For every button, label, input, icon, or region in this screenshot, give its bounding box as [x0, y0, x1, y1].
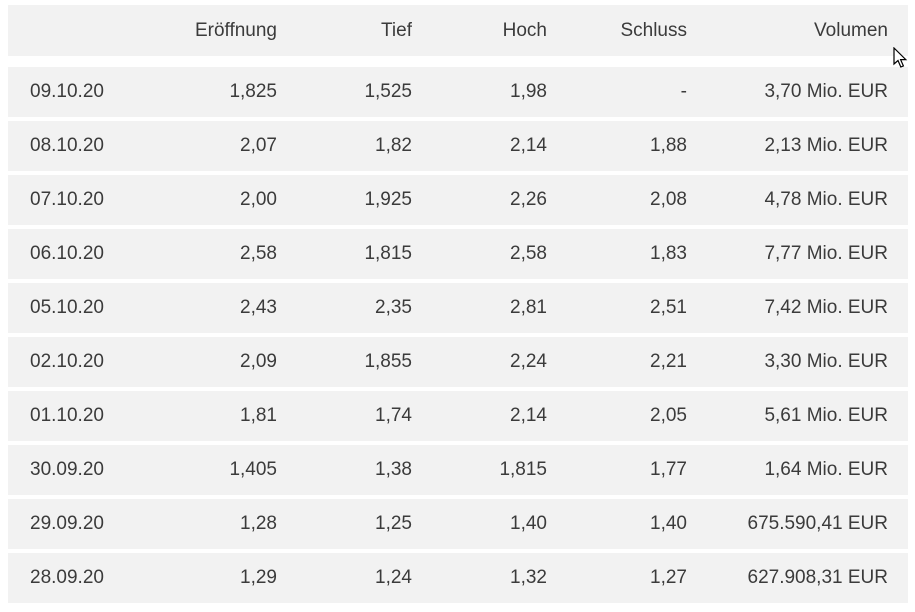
cell-close: 1,88	[650, 135, 687, 156]
cell-volume: 7,42 Mio. EUR	[764, 297, 888, 318]
cell-low: 1,82	[375, 135, 412, 156]
cell-high: 1,815	[499, 459, 547, 480]
cell-high: 1,98	[510, 81, 547, 102]
cell-open: 1,28	[240, 513, 277, 534]
cell-date: 07.10.20	[30, 189, 104, 210]
cell-volume: 1,64 Mio. EUR	[764, 459, 888, 480]
table-row: 30.09.20 1,405 1,38 1,815 1,77 1,64 Mio.…	[8, 445, 908, 495]
cell-close: 1,83	[650, 243, 687, 264]
cell-open: 1,825	[229, 81, 277, 102]
cell-low: 2,35	[375, 297, 412, 318]
cell-open: 2,43	[240, 297, 277, 318]
column-header-high: Hoch	[502, 19, 547, 41]
column-header-open: Eröffnung	[194, 19, 277, 41]
cell-high: 2,24	[510, 351, 547, 372]
cell-close: 2,05	[650, 405, 687, 426]
cell-high: 2,26	[510, 189, 547, 210]
cell-date: 06.10.20	[30, 243, 104, 264]
cell-low: 1,855	[364, 351, 412, 372]
cell-volume: 3,30 Mio. EUR	[764, 351, 888, 372]
column-header-volume: Volumen	[814, 19, 888, 41]
table-row: 06.10.20 2,58 1,815 2,58 1,83 7,77 Mio. …	[8, 229, 908, 279]
cell-low: 1,24	[375, 567, 412, 588]
table-row: 07.10.20 2,00 1,925 2,26 2,08 4,78 Mio. …	[8, 175, 908, 225]
cell-volume: 675.590,41 EUR	[747, 513, 889, 534]
cell-close: 1,40	[650, 513, 687, 534]
cell-close: 1,77	[650, 459, 687, 480]
cell-date: 30.09.20	[30, 459, 104, 480]
cell-date: 01.10.20	[30, 405, 104, 426]
table-row: 29.09.20 1,28 1,25 1,40 1,40 675.590,41 …	[8, 499, 908, 549]
cell-volume: 3,70 Mio. EUR	[764, 81, 888, 102]
cell-high: 1,32	[510, 567, 547, 588]
table-row: 08.10.20 2,07 1,82 2,14 1,88 2,13 Mio. E…	[8, 121, 908, 171]
table-row: 09.10.20 1,825 1,525 1,98 - 3,70 Mio. EU…	[8, 67, 908, 117]
cell-low: 1,815	[364, 243, 412, 264]
cell-volume: 4,78 Mio. EUR	[764, 189, 888, 210]
cell-open: 1,405	[229, 459, 277, 480]
cell-low: 1,74	[375, 405, 412, 426]
cell-open: 1,29	[240, 567, 277, 588]
table-row: 01.10.20 1,81 1,74 2,14 2,05 5,61 Mio. E…	[8, 391, 908, 441]
cell-low: 1,25	[375, 513, 412, 534]
cell-date: 05.10.20	[30, 297, 104, 318]
column-header-close: Schluss	[620, 19, 687, 41]
cell-high: 2,14	[510, 405, 547, 426]
cell-close: 2,21	[650, 351, 687, 372]
cell-low: 1,38	[375, 459, 412, 480]
cell-high: 1,40	[510, 513, 547, 534]
table-row: 05.10.20 2,43 2,35 2,81 2,51 7,42 Mio. E…	[8, 283, 908, 333]
price-history-table: Eröffnung Tief Hoch Schluss Volumen 09.1…	[8, 5, 908, 603]
cell-open: 1,81	[240, 405, 277, 426]
cell-open: 2,58	[240, 243, 277, 264]
cell-close: 2,51	[650, 297, 687, 318]
cell-volume: 627.908,31 EUR	[747, 567, 889, 588]
table-header-row: Eröffnung Tief Hoch Schluss Volumen	[8, 5, 908, 56]
cell-low: 1,525	[364, 81, 412, 102]
cell-open: 2,00	[240, 189, 277, 210]
cell-open: 2,07	[240, 135, 277, 156]
cell-date: 02.10.20	[30, 351, 104, 372]
cell-close: 1,27	[650, 567, 687, 588]
table-row: 02.10.20 2,09 1,855 2,24 2,21 3,30 Mio. …	[8, 337, 908, 387]
cell-date: 08.10.20	[30, 135, 104, 156]
cell-date: 28.09.20	[30, 567, 104, 588]
cell-low: 1,925	[364, 189, 412, 210]
cell-date: 29.09.20	[30, 513, 104, 534]
cell-high: 2,81	[510, 297, 547, 318]
cell-close: 2,08	[650, 189, 687, 210]
table-row: 28.09.20 1,29 1,24 1,32 1,27 627.908,31 …	[8, 553, 908, 603]
cell-high: 2,14	[510, 135, 547, 156]
cell-volume: 7,77 Mio. EUR	[764, 243, 888, 264]
cell-high: 2,58	[510, 243, 547, 264]
cell-close: -	[680, 81, 687, 102]
cell-volume: 5,61 Mio. EUR	[764, 405, 888, 426]
cell-volume: 2,13 Mio. EUR	[764, 135, 888, 156]
cell-date: 09.10.20	[30, 81, 104, 102]
cell-open: 2,09	[240, 351, 277, 372]
column-header-low: Tief	[381, 19, 412, 41]
